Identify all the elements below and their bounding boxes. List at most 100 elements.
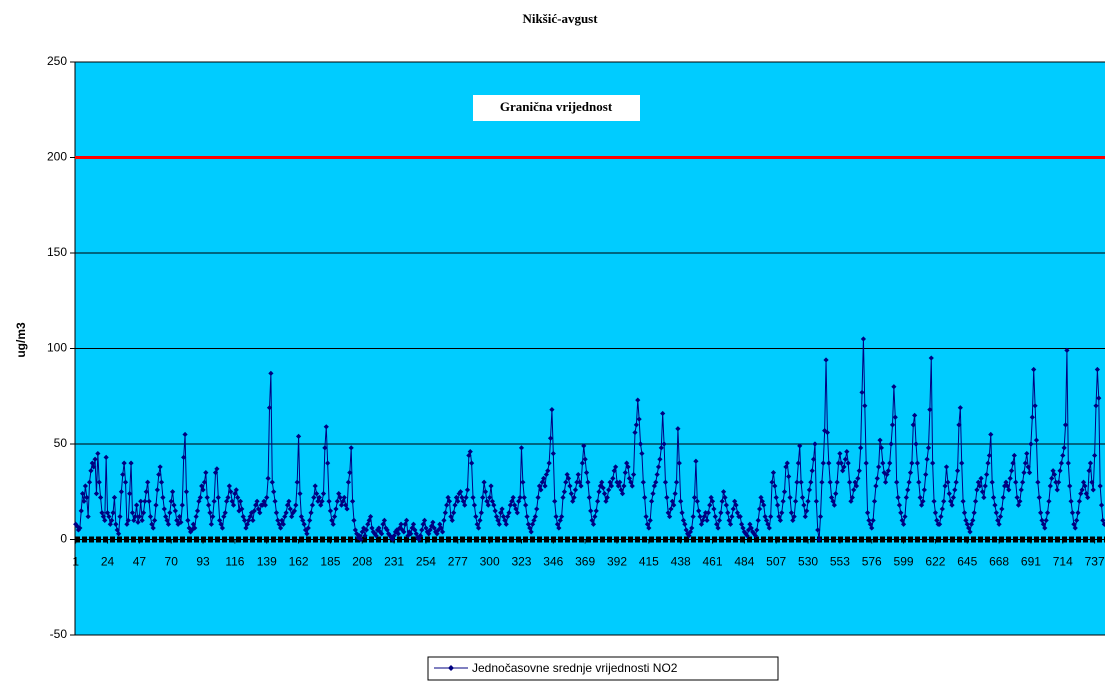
data-point — [257, 510, 263, 516]
data-point — [131, 517, 137, 523]
data-point — [577, 479, 583, 485]
data-point — [1020, 479, 1026, 485]
x-tick-label: 277 — [448, 555, 468, 569]
data-point — [308, 510, 314, 516]
data-point — [873, 483, 879, 489]
data-point — [917, 494, 923, 501]
data-point — [690, 513, 696, 520]
data-point — [122, 479, 129, 485]
data-point — [941, 498, 947, 504]
data-point — [390, 536, 396, 543]
x-tick-label: 668 — [989, 555, 1009, 569]
data-point — [718, 510, 724, 516]
data-point — [738, 521, 745, 527]
data-point — [88, 468, 94, 474]
data-point — [828, 494, 835, 501]
data-point — [318, 502, 324, 508]
data-point — [524, 513, 530, 520]
data-point — [444, 502, 450, 508]
data-point — [636, 416, 642, 422]
data-point — [384, 527, 390, 533]
data-point — [546, 460, 552, 466]
data-point — [948, 498, 954, 504]
data-point — [806, 487, 813, 493]
data-point — [157, 464, 163, 470]
x-tick-label: 70 — [165, 555, 179, 569]
data-point — [298, 513, 304, 520]
data-point — [909, 460, 915, 466]
data-point — [661, 441, 667, 447]
data-point — [482, 489, 489, 495]
data-point — [1022, 460, 1028, 466]
data-point — [176, 513, 183, 520]
data-point — [565, 475, 572, 481]
data-point — [815, 527, 821, 533]
data-point — [91, 464, 97, 470]
data-point — [642, 494, 648, 501]
data-point — [340, 498, 346, 504]
data-point — [632, 429, 638, 436]
data-point — [744, 533, 750, 539]
data-point — [590, 521, 597, 527]
data-point — [492, 508, 498, 514]
data-point — [304, 531, 310, 537]
data-point — [867, 521, 873, 527]
data-point — [541, 475, 547, 481]
data-point — [877, 437, 883, 443]
data-point — [842, 456, 849, 462]
data-point — [979, 489, 986, 495]
data-point — [966, 525, 972, 531]
data-point — [723, 502, 729, 508]
data-point — [379, 531, 385, 537]
data-point — [116, 531, 122, 537]
data-point — [711, 506, 717, 512]
data-point — [217, 517, 223, 523]
data-point — [643, 513, 649, 520]
data-point — [143, 489, 149, 495]
data-point — [689, 525, 695, 531]
x-tick-label: 369 — [575, 555, 595, 569]
data-point — [986, 452, 993, 459]
data-point — [646, 525, 652, 531]
data-point — [604, 494, 610, 501]
data-point — [613, 464, 619, 470]
data-point — [631, 471, 637, 478]
data-point — [797, 443, 803, 449]
data-point — [394, 527, 400, 533]
x-tick-label: 323 — [511, 555, 531, 569]
data-point — [369, 525, 375, 531]
data-point — [993, 510, 999, 516]
data-point — [513, 506, 519, 512]
data-point — [756, 506, 763, 512]
data-point — [838, 460, 844, 466]
data-point — [413, 531, 419, 537]
data-point — [499, 506, 505, 512]
data-point — [582, 456, 588, 462]
data-point — [665, 510, 671, 516]
data-point — [820, 460, 826, 466]
data-point — [456, 491, 462, 497]
data-point — [923, 471, 929, 478]
data-point — [189, 527, 195, 533]
data-point — [900, 521, 907, 527]
data-point — [153, 502, 159, 508]
data-point — [391, 533, 397, 539]
data-point — [752, 533, 759, 539]
data-point — [549, 407, 555, 413]
data-point — [761, 502, 767, 508]
data-point — [1057, 468, 1063, 474]
data-point — [334, 498, 340, 504]
data-point — [635, 397, 641, 403]
data-point — [1074, 517, 1080, 523]
data-point — [1092, 452, 1098, 459]
data-point — [644, 521, 651, 527]
data-point — [451, 510, 457, 516]
data-point — [1014, 494, 1020, 501]
data-point — [823, 357, 829, 363]
data-point — [981, 494, 987, 501]
data-point — [593, 508, 599, 514]
data-point — [1046, 498, 1052, 504]
data-point — [475, 525, 482, 531]
data-point — [147, 513, 154, 520]
